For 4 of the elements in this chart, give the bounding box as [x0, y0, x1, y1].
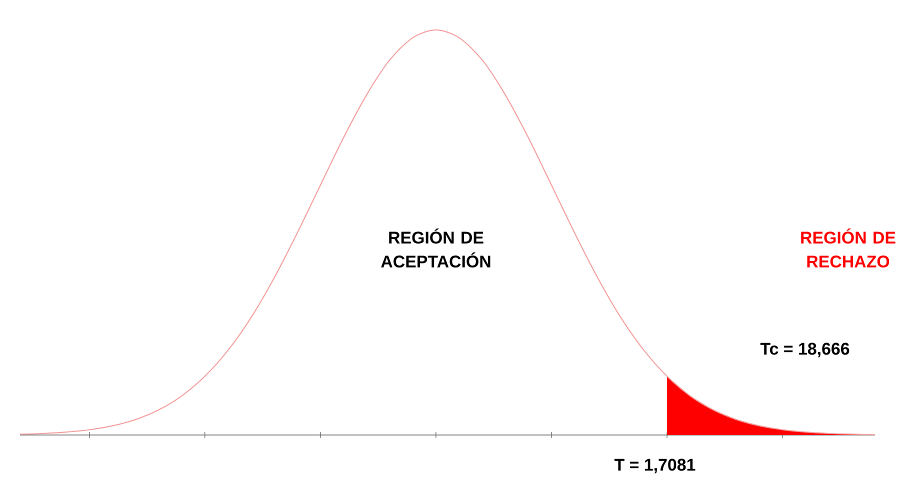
annotation: REGIÓN DE RECHAZO — [801, 228, 896, 268]
text: T = 1,7081 — [614, 458, 696, 474]
annotation: Tc = 18,666 — [760, 342, 850, 358]
annotation: REGIÓN DE ACEPTACIÓN — [381, 228, 490, 268]
